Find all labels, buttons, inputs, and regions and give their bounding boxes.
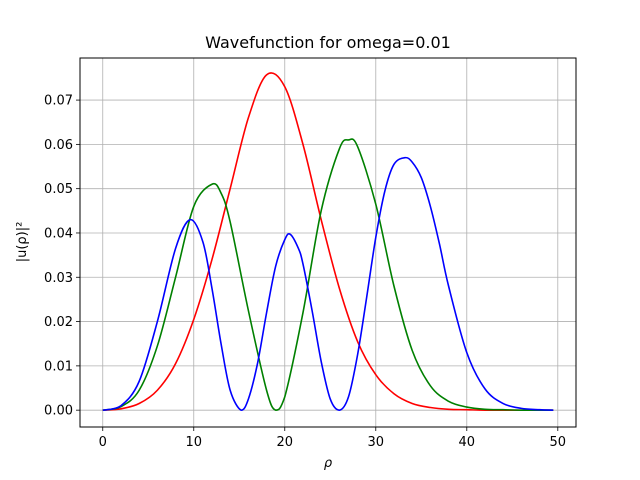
x-tick-label: 10 xyxy=(185,435,202,450)
axis-ticks: 0 10 20 30 40 50 0.00 0.01 0.02 0.03 0.04 0.05 0.06 0… xyxy=(44,94,566,450)
series-line-blue xyxy=(102,156,554,411)
series-line-green xyxy=(102,138,554,411)
y-tick-label: 0.04 xyxy=(44,226,73,241)
chart-title: Wavefunction for omega=0.01 xyxy=(205,33,451,52)
x-tick-label: 0 xyxy=(99,435,107,450)
x-tick-label: 20 xyxy=(276,435,293,450)
y-tick-label: 0.07 xyxy=(44,94,73,109)
y-tick-label: 0.05 xyxy=(44,182,73,197)
y-tick-label: 0.02 xyxy=(44,315,73,330)
grid xyxy=(80,58,576,427)
y-tick-label: 0.01 xyxy=(44,359,73,374)
series-line-red xyxy=(102,72,554,411)
x-tick-label: 50 xyxy=(550,435,567,450)
y-axis-label: |u(ρ)|² xyxy=(15,222,30,263)
x-tick-label: 40 xyxy=(459,435,476,450)
y-tick-label: 0.00 xyxy=(44,404,73,419)
plot-frame xyxy=(79,57,577,428)
x-tick-label: 30 xyxy=(368,435,385,450)
x-axis-label: ρ xyxy=(324,456,333,471)
series-lines xyxy=(102,72,554,411)
y-tick-label: 0.03 xyxy=(44,271,73,286)
y-tick-label: 0.06 xyxy=(44,138,73,153)
